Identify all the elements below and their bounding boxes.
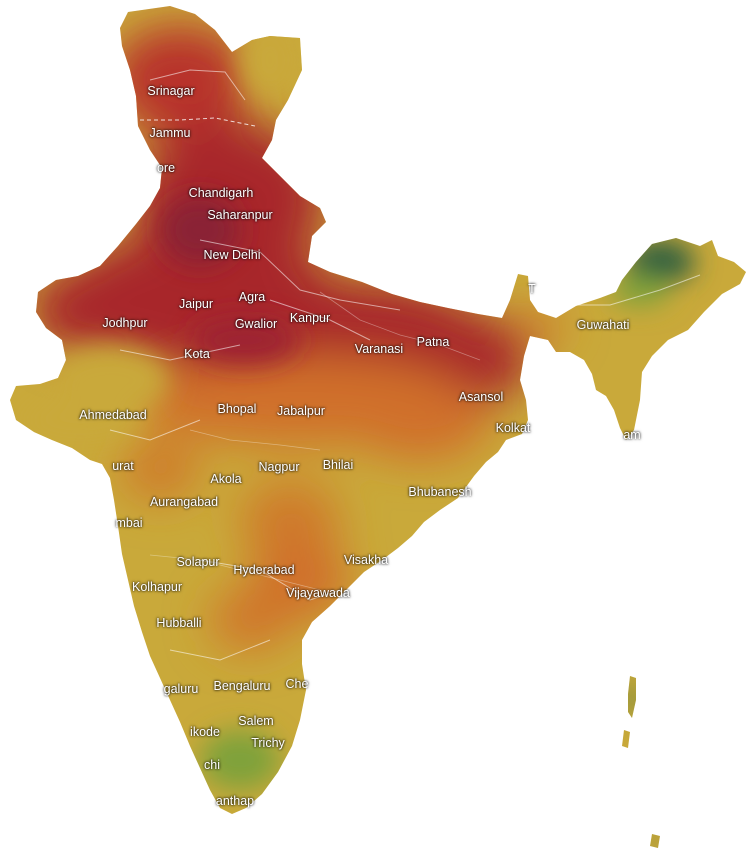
rivers: [149, 291, 481, 591]
state-boundaries: [109, 69, 701, 661]
